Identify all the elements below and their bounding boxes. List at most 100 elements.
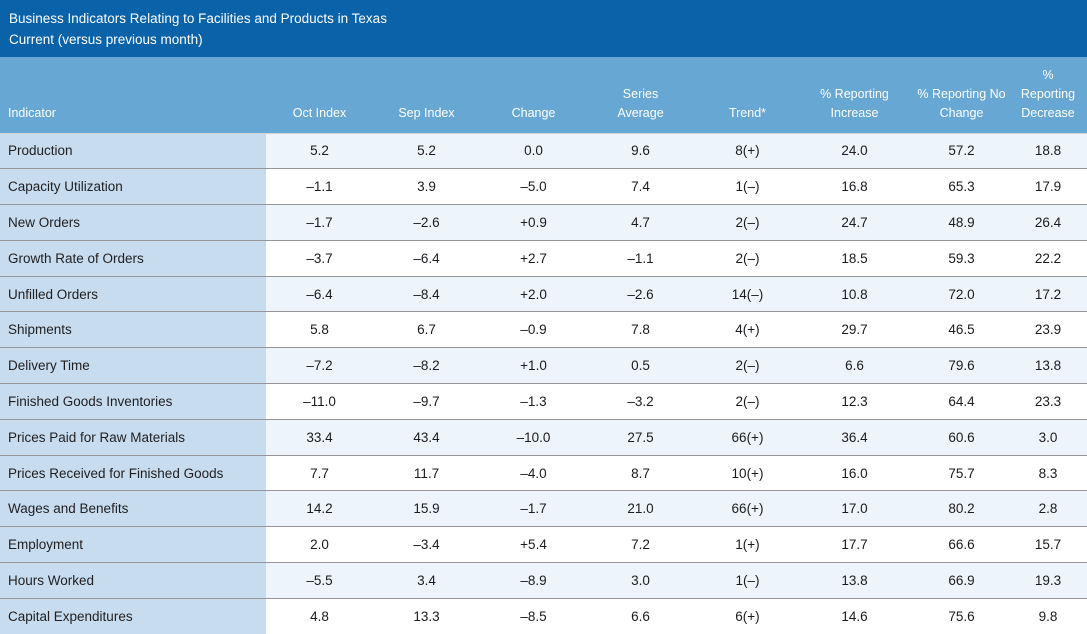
value-cell: 8(+) — [694, 133, 801, 169]
column-header-trend: Trend* — [694, 57, 801, 133]
value-cell: –1.7 — [266, 204, 373, 241]
table-row: Wages and Benefits 14.2 15.9 –1.7 21.0 66(+) 1… — [0, 490, 1087, 527]
indicator-cell: Finished Goods Inventories — [0, 383, 266, 420]
value-cell: –0.9 — [480, 311, 587, 348]
table-row: Growth Rate of Orders –3.7 –6.4 +2.7 –1.1 2(–… — [0, 240, 1087, 277]
indicator-cell: Employment — [0, 526, 266, 563]
value-cell: 23.9 — [1015, 311, 1087, 348]
column-header-indicator: Indicator — [0, 57, 266, 133]
value-cell: 11.7 — [373, 455, 480, 491]
value-cell: 2.8 — [1015, 490, 1087, 527]
value-cell: –8.4 — [373, 276, 480, 312]
table-row: Unfilled Orders –6.4 –8.4 +2.0 –2.6 14(–) 10.8… — [0, 276, 1087, 312]
value-cell: 6(+) — [694, 598, 801, 634]
indicator-cell: Growth Rate of Orders — [0, 240, 266, 277]
value-cell: –3.4 — [373, 526, 480, 563]
value-cell: 9.8 — [1015, 598, 1087, 634]
page-subtitle: Current (versus previous month) — [9, 32, 203, 47]
page-title: Business Indicators Relating to Faciliti… — [9, 11, 387, 26]
indicator-cell: Delivery Time — [0, 347, 266, 384]
value-cell: 66.6 — [908, 526, 1015, 563]
value-cell: 3.4 — [373, 562, 480, 599]
value-cell: 1(–) — [694, 168, 801, 205]
value-cell: 6.7 — [373, 311, 480, 348]
value-cell: –6.4 — [373, 240, 480, 277]
indicator-cell: Shipments — [0, 311, 266, 348]
value-cell: –1.7 — [480, 490, 587, 527]
value-cell: –9.7 — [373, 383, 480, 420]
value-cell: 2(–) — [694, 383, 801, 420]
indicator-cell: New Orders — [0, 204, 266, 241]
table-row: Capacity Utilization –1.1 3.9 –5.0 7.4 1(–) 16… — [0, 168, 1087, 205]
value-cell: 27.5 — [587, 419, 694, 456]
indicator-cell: Capital Expenditures — [0, 598, 266, 634]
value-cell: –1.1 — [587, 240, 694, 277]
value-cell: 26.4 — [1015, 204, 1087, 241]
value-cell: 3.9 — [373, 168, 480, 205]
value-cell: 17.7 — [801, 526, 908, 563]
value-cell: 15.7 — [1015, 526, 1087, 563]
value-cell: 80.2 — [908, 490, 1015, 527]
column-header-sep-index: Sep Index — [373, 57, 480, 133]
value-cell: +2.0 — [480, 276, 587, 312]
value-cell: 8.7 — [587, 455, 694, 491]
table-row: Prices Received for Finished Goods 7.7 11.… — [0, 455, 1087, 491]
value-cell: 13.8 — [1015, 347, 1087, 384]
value-cell: 64.4 — [908, 383, 1015, 420]
value-cell: 0.0 — [480, 133, 587, 169]
indicator-cell: Production — [0, 133, 266, 169]
table-row: Employment 2.0 –3.4 +5.4 7.2 1(+) 17.7 66.6 15.7 — [0, 526, 1087, 563]
value-cell: 46.5 — [908, 311, 1015, 348]
value-cell: 10(+) — [694, 455, 801, 491]
value-cell: –2.6 — [587, 276, 694, 312]
value-cell: 36.4 — [801, 419, 908, 456]
value-cell: 18.5 — [801, 240, 908, 277]
column-header-pct-reporting-decrease: % Reporting Decrease — [1015, 57, 1087, 133]
value-cell: 9.6 — [587, 133, 694, 169]
indicator-cell: Unfilled Orders — [0, 276, 266, 312]
table-row: Finished Goods Inventories –11.0 –9.7 –1.3–… — [0, 383, 1087, 420]
value-cell: –1.3 — [480, 383, 587, 420]
value-cell: +1.0 — [480, 347, 587, 384]
value-cell: 60.6 — [908, 419, 1015, 456]
value-cell: 66(+) — [694, 490, 801, 527]
value-cell: –10.0 — [480, 419, 587, 456]
value-cell: 5.2 — [373, 133, 480, 169]
title-bar: Business Indicators Relating to Faciliti… — [0, 0, 1087, 57]
value-cell: 4.8 — [266, 598, 373, 634]
value-cell: 18.8 — [1015, 133, 1087, 169]
value-cell: 16.8 — [801, 168, 908, 205]
value-cell: +0.9 — [480, 204, 587, 241]
value-cell: 6.6 — [587, 598, 694, 634]
value-cell: 15.9 — [373, 490, 480, 527]
value-cell: –3.7 — [266, 240, 373, 277]
value-cell: 13.8 — [801, 562, 908, 599]
value-cell: –5.0 — [480, 168, 587, 205]
column-header-pct-reporting-no-change: % Reporting No Change — [908, 57, 1015, 133]
value-cell: 2.0 — [266, 526, 373, 563]
indicator-cell: Prices Paid for Raw Materials — [0, 419, 266, 456]
indicator-cell: Prices Received for Finished Goods — [0, 455, 266, 491]
value-cell: –5.5 — [266, 562, 373, 599]
value-cell: 72.0 — [908, 276, 1015, 312]
value-cell: 19.3 — [1015, 562, 1087, 599]
value-cell: 24.0 — [801, 133, 908, 169]
value-cell: –8.2 — [373, 347, 480, 384]
value-cell: 17.9 — [1015, 168, 1087, 205]
indicator-cell: Wages and Benefits — [0, 490, 266, 527]
value-cell: 66.9 — [908, 562, 1015, 599]
value-cell: 17.2 — [1015, 276, 1087, 312]
value-cell: 7.8 — [587, 311, 694, 348]
header-row: Indicator Oct Index Sep Index Change Ser… — [0, 57, 1087, 133]
value-cell: 22.2 — [1015, 240, 1087, 277]
table-row: New Orders –1.7 –2.6 +0.9 4.7 2(–) 24.7 48.9 26.… — [0, 204, 1087, 241]
value-cell: 14(–) — [694, 276, 801, 312]
table-row: Delivery Time –7.2 –8.2 +1.0 0.5 2(–) 6.6 79.6 1… — [0, 347, 1087, 384]
value-cell: 2(–) — [694, 240, 801, 277]
value-cell: 75.6 — [908, 598, 1015, 634]
value-cell: 14.6 — [801, 598, 908, 634]
value-cell: 16.0 — [801, 455, 908, 491]
value-cell: –4.0 — [480, 455, 587, 491]
value-cell: –8.5 — [480, 598, 587, 634]
value-cell: 1(–) — [694, 562, 801, 599]
